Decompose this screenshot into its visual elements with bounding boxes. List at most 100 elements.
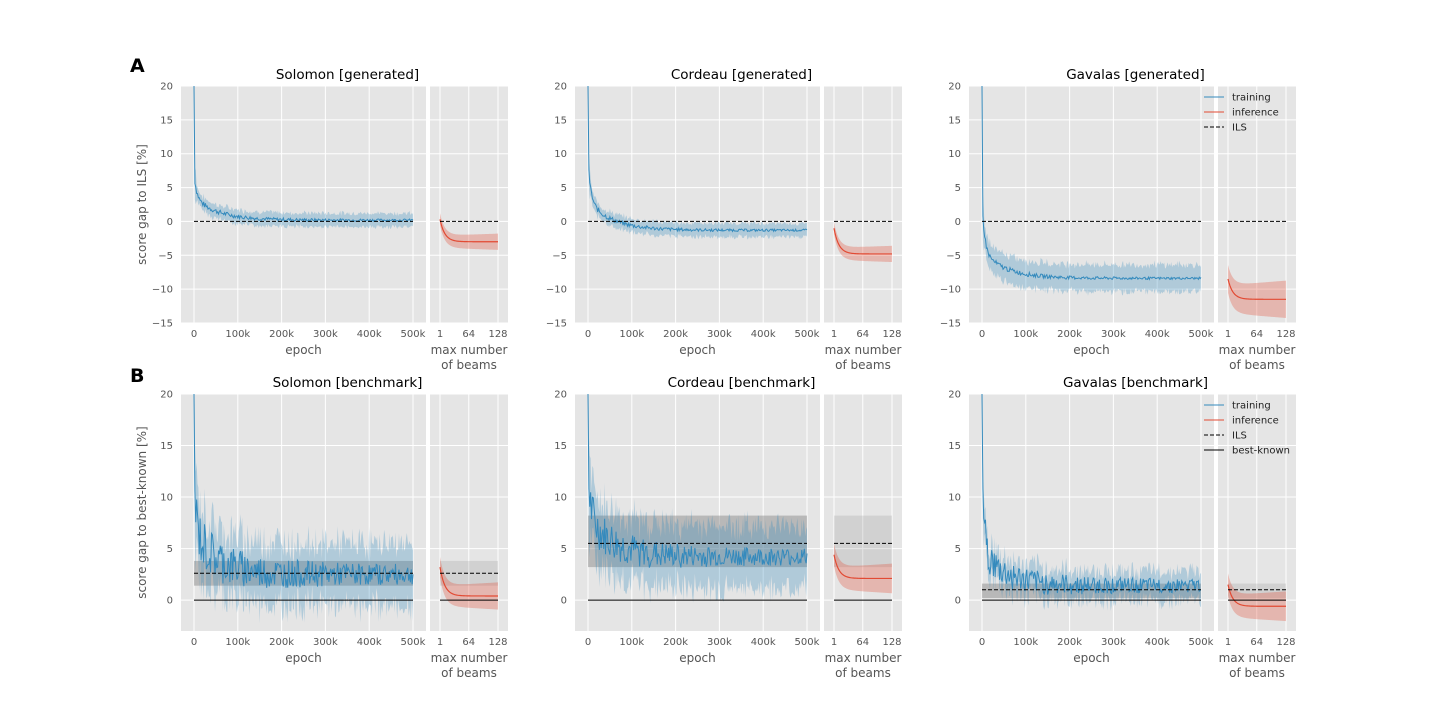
gavalas-generated-inference-xlabel-line1: max number: [1219, 343, 1296, 357]
cordeau-generated-xlabel: epoch: [679, 343, 716, 357]
cordeau-generated-ytick-label: 5: [561, 183, 567, 194]
solomon-generated-training-plot: [193, 86, 414, 230]
cordeau-generated-ytick-label: −5: [552, 251, 567, 262]
solomon-benchmark-training-axes: [181, 394, 426, 631]
solomon-benchmark-inference-line: [439, 567, 498, 597]
cordeau-benchmark-inference-xtick-label: 128: [882, 637, 901, 648]
gavalas-benchmark-xtick-label: 0: [979, 637, 985, 648]
gavalas-generated-training-axes: [969, 86, 1214, 323]
solomon-benchmark-inference-xlabel-line1: max number: [431, 651, 508, 665]
gavalas-benchmark-inference-xtick-label: 128: [1276, 637, 1295, 648]
gavalas-generated-inference-xtick-label: 1: [1225, 329, 1231, 340]
gavalas-generated-inference-band: [1228, 264, 1286, 318]
solomon-benchmark-xtick-label: 200k: [269, 637, 294, 648]
solomon-benchmark-xtick-label: 400k: [357, 637, 382, 648]
cordeau-generated-inference-xtick-label: 1: [831, 329, 837, 340]
gavalas-benchmark-training-band: [982, 394, 1201, 611]
solomon-benchmark-xtick-label: 500k: [401, 637, 426, 648]
solomon-generated-inference-line: [439, 219, 498, 243]
cordeau-generated-training-line: [587, 86, 808, 233]
gavalas-benchmark-legend-label-training: training: [1232, 401, 1271, 412]
gavalas-benchmark-inference-xtick-label: 64: [1250, 637, 1263, 648]
solomon-generated-ytick-label: 10: [160, 149, 173, 160]
gavalas-generated-ytick-label: −15: [940, 319, 961, 330]
cordeau-benchmark-training-axes: [575, 394, 820, 631]
cordeau-benchmark-xtick-label: 0: [585, 637, 591, 648]
cordeau-generated-title: Cordeau [generated]: [671, 67, 812, 83]
gavalas-benchmark-inference-xtick-label: 1: [1225, 637, 1231, 648]
gavalas-generated-inference-line: [1227, 278, 1286, 300]
cordeau-benchmark-title: Cordeau [benchmark]: [668, 375, 816, 391]
gavalas-generated-ytick-label: −5: [946, 251, 961, 262]
solomon-generated-ytick-label: −5: [158, 251, 173, 262]
panel-label-b: B: [130, 365, 144, 387]
cordeau-generated-ytick-label: 20: [554, 82, 567, 93]
gavalas-benchmark-ytick-label: 5: [955, 544, 961, 555]
gavalas-generated-inference-plot: [1227, 264, 1286, 318]
solomon-generated-xtick-label: 300k: [313, 329, 338, 340]
cordeau-benchmark-inference-plot: [833, 515, 892, 594]
gavalas-generated-ytick-label: 10: [948, 149, 961, 160]
solomon-generated-xlabel: epoch: [285, 343, 322, 357]
cordeau-benchmark-training-band: [588, 394, 807, 604]
solomon-generated-training-axes: [181, 86, 426, 323]
gavalas-benchmark-inference-line: [1227, 584, 1286, 607]
solomon-benchmark-inference-xlabel-line2: of beams: [441, 666, 497, 680]
cordeau-generated-xtick-label: 400k: [751, 329, 776, 340]
gavalas-generated-ytick-label: 20: [948, 82, 961, 93]
solomon-generated-title: Solomon [generated]: [276, 67, 419, 83]
gavalas-benchmark-xtick-label: 400k: [1145, 637, 1170, 648]
cordeau-benchmark-xtick-label: 400k: [751, 637, 776, 648]
cordeau-benchmark-inference-ils-band: [834, 515, 892, 568]
cordeau-generated-xtick-label: 0: [585, 329, 591, 340]
cordeau-generated-xtick-label: 500k: [795, 329, 820, 340]
panel-label-a: A: [130, 55, 145, 77]
gavalas-generated-training-plot: [981, 86, 1202, 296]
solomon-benchmark-training-line: [193, 394, 414, 588]
solomon-benchmark-xtick-label: 0: [191, 637, 197, 648]
cordeau-benchmark-inference-xtick-label: 1: [831, 637, 837, 648]
solomon-generated-xtick-label: 500k: [401, 329, 426, 340]
cordeau-generated-inference-xtick-label: 64: [856, 329, 869, 340]
gavalas-benchmark-training-axes: [969, 394, 1214, 631]
gavalas-benchmark-ytick-label: 0: [955, 596, 961, 607]
gavalas-generated-legend-label-inference: inference: [1232, 108, 1279, 119]
gavalas-benchmark-inference-xlabel-line1: max number: [1219, 651, 1296, 665]
cordeau-generated-xtick-label: 200k: [663, 329, 688, 340]
solomon-benchmark-ytick-label: 10: [160, 493, 173, 504]
cordeau-benchmark-inference-xtick-label: 64: [856, 637, 869, 648]
solomon-generated-ytick-label: 0: [167, 217, 173, 228]
gavalas-benchmark-inference-xlabel-line2: of beams: [1229, 666, 1285, 680]
cordeau-benchmark-xtick-label: 100k: [619, 637, 644, 648]
cordeau-benchmark-training-plot: [587, 394, 808, 604]
solomon-generated-ytick-label: 20: [160, 82, 173, 93]
cordeau-generated-ytick-label: −15: [546, 319, 567, 330]
gavalas-benchmark-xtick-label: 500k: [1189, 637, 1214, 648]
gavalas-benchmark-legend-label-inference: inference: [1232, 416, 1279, 427]
cordeau-benchmark-inference-xlabel-line1: max number: [825, 651, 902, 665]
gavalas-benchmark-inference-band: [1228, 573, 1286, 622]
solomon-generated-inference-xtick-label: 1: [437, 329, 443, 340]
solomon-generated-training-band: [194, 86, 413, 230]
cordeau-generated-ytick-label: 0: [561, 217, 567, 228]
cordeau-benchmark-inference-xlabel-line2: of beams: [835, 666, 891, 680]
solomon-generated-ytick-label: −15: [152, 319, 173, 330]
solomon-generated-inference-xlabel-line1: max number: [431, 343, 508, 357]
cordeau-benchmark-ytick-label: 20: [554, 390, 567, 401]
cordeau-generated-inference-xlabel-line1: max number: [825, 343, 902, 357]
cordeau-benchmark-inference-line: [833, 554, 892, 580]
gavalas-generated-xtick-label: 200k: [1057, 329, 1082, 340]
cordeau-generated-training-band: [588, 86, 807, 240]
solomon-generated-inference-xlabel-line2: of beams: [441, 358, 497, 372]
solomon-generated-ytick-label: 5: [167, 183, 173, 194]
solomon-benchmark-ytick-label: 20: [160, 390, 173, 401]
cordeau-generated-inference-xtick-label: 128: [882, 329, 901, 340]
gavalas-generated-ytick-label: 15: [948, 115, 961, 126]
gavalas-generated-inference-xlabel-line2: of beams: [1229, 358, 1285, 372]
cordeau-benchmark-ytick-label: 5: [561, 544, 567, 555]
gavalas-benchmark-legend-label-best-known: best-known: [1232, 446, 1290, 457]
gavalas-benchmark-ytick-label: 10: [948, 493, 961, 504]
gavalas-generated-ytick-label: 0: [955, 217, 961, 228]
solomon-benchmark-inference-xtick-label: 64: [462, 637, 475, 648]
cordeau-generated-ytick-label: 10: [554, 149, 567, 160]
